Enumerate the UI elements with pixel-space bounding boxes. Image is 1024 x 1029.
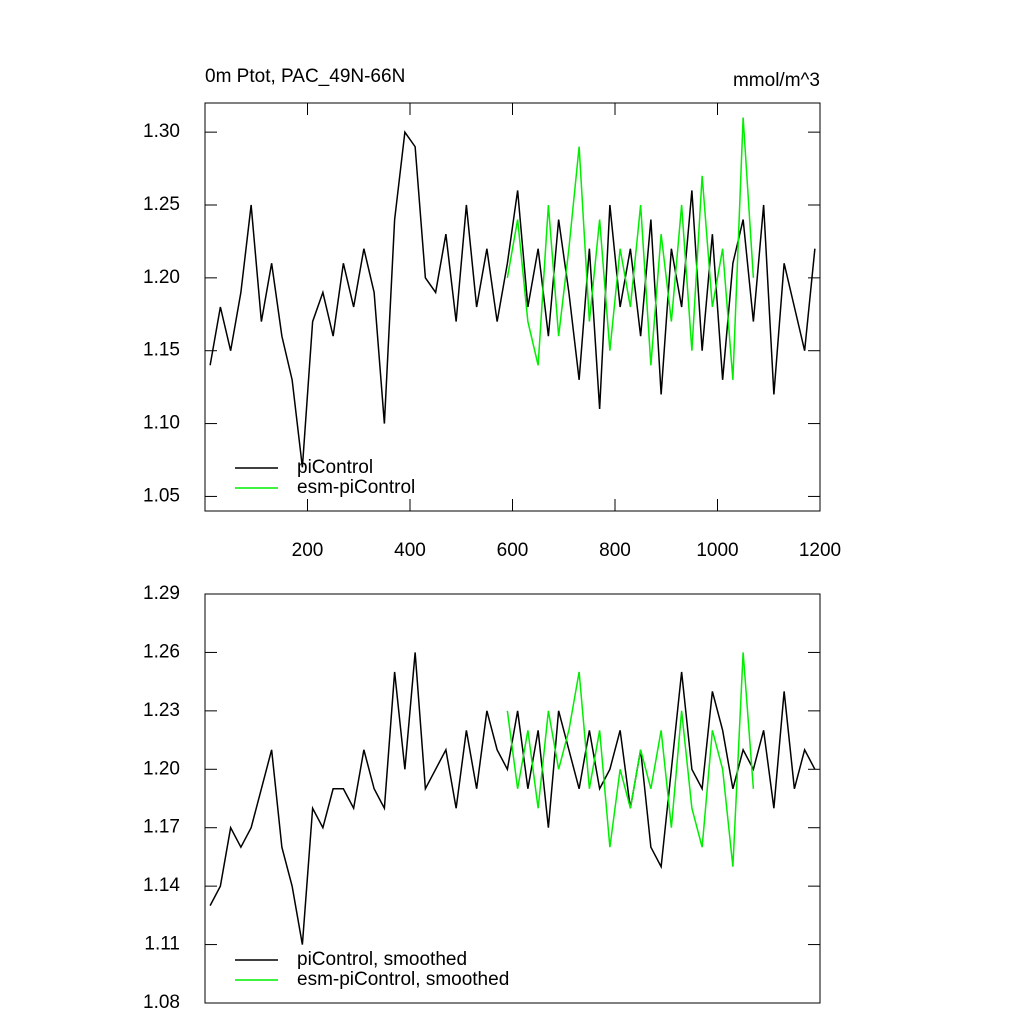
y-tick-label: 1.17 <box>143 817 180 838</box>
series-line <box>506 652 755 867</box>
y-tick-label: 1.10 <box>143 413 180 434</box>
legend-label: piControl <box>297 457 373 478</box>
y-tick-label: 1.20 <box>143 758 180 779</box>
chart-title: 0m Ptot, PAC_49N-66N <box>205 66 405 87</box>
x-tick-label: 600 <box>497 540 529 561</box>
y-tick-label: 1.14 <box>143 875 180 896</box>
y-tick-label: 1.25 <box>143 194 180 215</box>
y-tick-label: 1.23 <box>143 700 180 721</box>
x-tick-label: 1200 <box>799 540 841 561</box>
y-tick-label: 1.15 <box>143 340 180 361</box>
series-line <box>209 652 816 945</box>
y-tick-label: 1.30 <box>143 121 180 142</box>
y-tick-label: 1.20 <box>143 267 180 288</box>
x-tick-label: 200 <box>292 540 324 561</box>
y-tick-label: 1.26 <box>143 641 180 662</box>
y-tick-label: 1.05 <box>143 485 180 506</box>
series-line <box>209 130 816 468</box>
legend-label: esm-piControl, smoothed <box>297 969 509 990</box>
x-tick-label: 1000 <box>696 540 738 561</box>
series-line <box>506 117 755 380</box>
legend-label: esm-piControl <box>297 477 415 498</box>
plot-frame <box>204 593 821 1004</box>
legend-label: piControl, smoothed <box>297 949 467 970</box>
units-label: mmol/m^3 <box>733 70 820 91</box>
y-tick-label: 1.08 <box>143 992 180 1013</box>
y-tick-label: 1.11 <box>144 934 180 955</box>
x-tick-label: 400 <box>394 540 426 561</box>
x-tick-label: 800 <box>599 540 631 561</box>
y-tick-label: 1.29 <box>143 583 180 604</box>
